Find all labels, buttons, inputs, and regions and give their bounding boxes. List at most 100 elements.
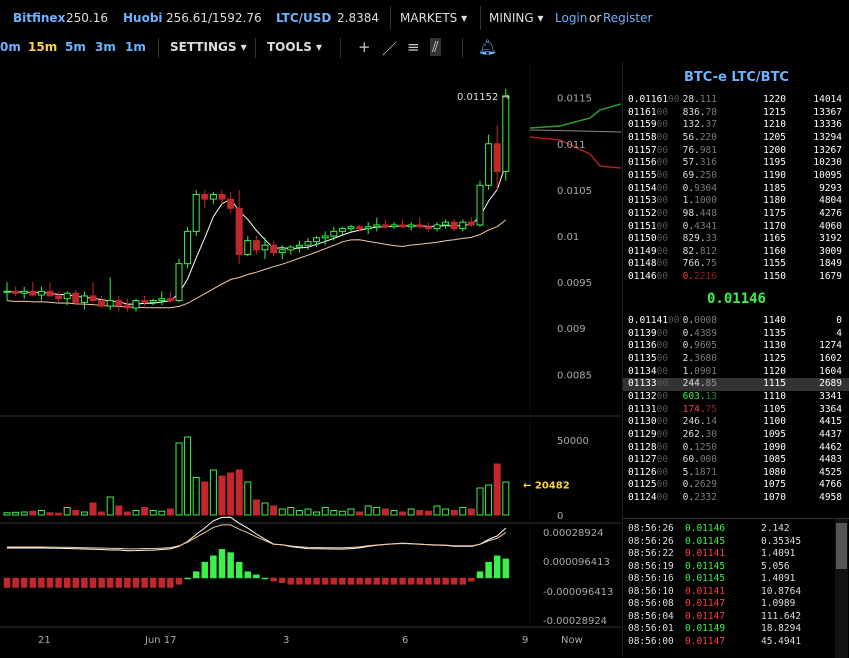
macd-bar xyxy=(210,555,217,579)
orderbook-row[interactable]: 0115900 132.37 1210 13336 xyxy=(623,119,849,131)
candle-body xyxy=(442,221,450,226)
orderbook-row[interactable]: 0115700 76.981 1200 13267 xyxy=(623,145,849,157)
orderbook-row[interactable]: 0116100 836.78 1215 13367 xyxy=(623,107,849,119)
orderbook-row[interactable]: 0113900 0.4389 1135 4 xyxy=(623,328,849,340)
candle xyxy=(192,189,200,236)
order-price: 0114800 xyxy=(628,258,669,270)
orderbook-row[interactable]: 0114900 82.812 1160 3009 xyxy=(623,246,849,258)
macd-bar xyxy=(493,555,501,579)
volume-bar xyxy=(381,508,389,516)
huobi-label[interactable]: Huobi xyxy=(123,11,163,25)
trade-time: 08:56:26 xyxy=(628,535,674,547)
volume-bar xyxy=(416,510,424,516)
bell-icon[interactable]: 🔔︎ xyxy=(478,38,498,56)
markets-menu[interactable]: MARKETS ▾ xyxy=(400,11,468,25)
crosshair-icon[interactable]: + xyxy=(358,38,371,56)
candle xyxy=(106,277,114,310)
price-tick-label: 0.011 xyxy=(557,140,586,151)
candle-body xyxy=(330,230,338,237)
orderbook-row[interactable]: 0112600 5.1871 1080 4525 xyxy=(623,467,849,479)
orderbook-row[interactable]: 0113200 603.13 1110 3341 xyxy=(623,391,849,403)
macd-bar xyxy=(321,577,329,585)
timeframe-3m[interactable]: 3m xyxy=(95,40,116,54)
orderbook-row[interactable]: 0115400 0.9304 1185 9293 xyxy=(623,183,849,195)
settings-menu[interactable]: SETTINGS ▾ xyxy=(170,40,247,54)
candle-body xyxy=(399,224,407,228)
order-sum: 1165 xyxy=(763,233,786,245)
login-link[interactable]: Login xyxy=(555,11,588,25)
scrollbar-thumb[interactable] xyxy=(836,523,847,569)
order-amount: 5.1871 xyxy=(682,466,717,478)
volume-bar xyxy=(485,484,493,516)
volume-bar xyxy=(37,510,45,516)
candle-body xyxy=(20,290,28,294)
orderbook-row[interactable]: 0113500 2.3680 1125 1602 xyxy=(623,353,849,365)
candle xyxy=(37,286,45,301)
order-sum: 1125 xyxy=(763,352,786,364)
orderbook-row[interactable]: 0115100 0.4341 1170 4060 xyxy=(623,221,849,233)
orderbook-row[interactable]: 0.0116100 28.111 1220 14014 xyxy=(623,94,849,106)
orderbook-row[interactable]: 0113000 246.14 1100 4415 xyxy=(623,416,849,428)
candle xyxy=(485,134,493,190)
orderbook-title: BTC-e LTC/BTC xyxy=(684,70,789,85)
orderbook-row[interactable]: 0112700 60.000 1085 4483 xyxy=(623,454,849,466)
ltcusd-label[interactable]: LTC/USD xyxy=(276,11,332,25)
trade-time: 08:56:22 xyxy=(628,548,674,559)
orderbook-row[interactable]: 0115600 57.316 1195 10230 xyxy=(623,157,849,169)
candle xyxy=(80,291,88,310)
order-sum: 1200 xyxy=(763,144,786,156)
timeframe-5m[interactable]: 5m xyxy=(65,40,86,54)
orderbook-row[interactable]: 0115000 829.33 1165 3192 xyxy=(623,233,849,245)
order-total: 13267 xyxy=(813,144,842,156)
tools-menu[interactable]: TOOLS ▾ xyxy=(267,40,323,54)
order-price: 0115000 xyxy=(628,233,669,245)
candle xyxy=(244,236,252,257)
orderbook-row[interactable]: 0.0114100 0.0008 1140 0 xyxy=(623,315,849,327)
register-link[interactable]: Register xyxy=(603,11,653,25)
order-price: 0113000 xyxy=(628,416,669,428)
volume-bar xyxy=(158,510,166,516)
depth-overlay xyxy=(529,103,621,169)
timeframe-15m[interactable]: 15m xyxy=(28,40,58,54)
macd-bar xyxy=(244,571,252,579)
orderbook-row[interactable]: 0112400 0.2332 1070 4958 xyxy=(623,492,849,504)
orderbook-row[interactable]: 0114800 766.75 1155 1849 xyxy=(623,258,849,270)
fib-icon[interactable]: ⫽ xyxy=(430,38,441,56)
orderbook-row[interactable]: 0114600 0.2216 1150 1679 xyxy=(623,271,849,283)
bitfinex-label[interactable]: Bitfinex xyxy=(13,11,66,25)
macd-tick-label: -0.000096413 xyxy=(543,587,613,598)
line-icon[interactable]: ／ xyxy=(382,40,398,58)
candle-body xyxy=(252,240,260,251)
orderbook-row[interactable]: 0115200 98.448 1175 4276 xyxy=(623,208,849,220)
macd-bar xyxy=(98,577,105,588)
timeframe-1m[interactable]: 1m xyxy=(125,40,146,54)
candle-body xyxy=(347,226,355,230)
orderbook-row[interactable]: 0113600 0.9605 1130 1274 xyxy=(623,340,849,352)
divider xyxy=(255,38,256,58)
orderbook-row[interactable]: 0113300 244.85 1115 2689 xyxy=(623,378,849,391)
orderbook-row[interactable]: 0113100 174.75 1105 3364 xyxy=(623,404,849,416)
order-sum: 1100 xyxy=(763,416,786,428)
order-price: 0113300 xyxy=(628,378,669,390)
trade-price: 0.01146 xyxy=(685,523,726,534)
orderbook-row[interactable]: 0115500 69.250 1190 10095 xyxy=(623,170,849,182)
macd-bar xyxy=(184,577,191,580)
timeframe-30m[interactable]: 0m xyxy=(0,40,21,54)
hlines-icon[interactable]: ≡ xyxy=(407,38,420,56)
candle xyxy=(330,226,338,241)
price-chart[interactable]: 0.0115 0.011 0.0105 0.01 0.0095 0.009 0.0085 0.… xyxy=(0,62,621,657)
order-price: 0113100 xyxy=(628,403,669,415)
orderbook-row[interactable]: 0115300 1.1000 1180 4804 xyxy=(623,195,849,207)
macd-bar xyxy=(399,577,406,585)
trades-list[interactable]: 08:56:26 0.01146 2.142 08:56:26 0.01145 0.353… xyxy=(623,518,849,658)
orderbook-row[interactable]: 0115800 56.220 1205 13294 xyxy=(623,132,849,144)
trade-row: 08:56:10 0.01141 10.8764 xyxy=(623,586,849,598)
order-amount: 0.2216 xyxy=(682,271,717,283)
trades-scrollbar[interactable] xyxy=(835,519,848,658)
orderbook-row[interactable]: 0112900 262.30 1095 4437 xyxy=(623,429,849,441)
volume-bar xyxy=(106,496,114,516)
mining-menu[interactable]: MINING ▾ xyxy=(489,11,544,25)
orderbook-row[interactable]: 0112800 0.1250 1090 4462 xyxy=(623,442,849,454)
orderbook-row[interactable]: 0113400 1.0901 1120 1604 xyxy=(623,366,849,378)
orderbook-row[interactable]: 0112500 0.2629 1075 4766 xyxy=(623,479,849,491)
